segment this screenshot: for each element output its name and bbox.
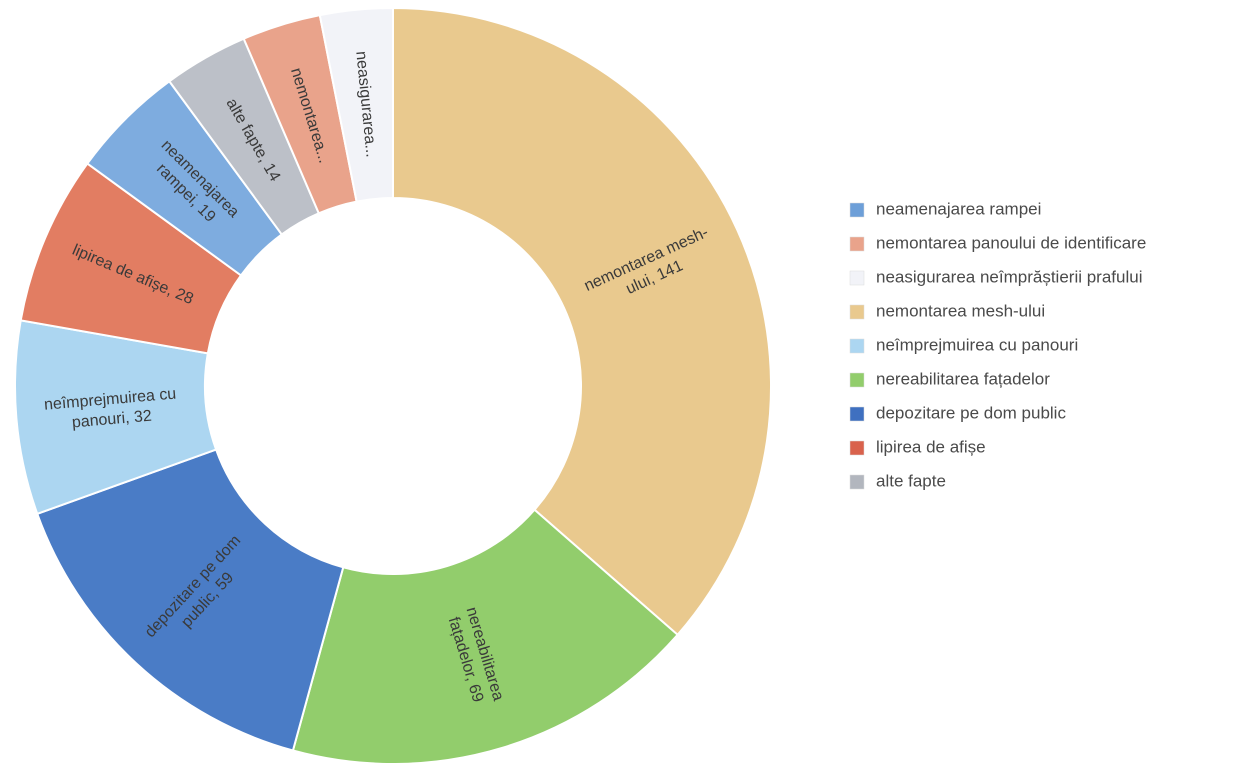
legend-label: depozitare pe dom public bbox=[876, 403, 1066, 422]
legend-label: nereabilitarea fațadelor bbox=[876, 369, 1050, 388]
donut-slice bbox=[318, 6, 394, 203]
legend-label: alte fapte bbox=[876, 471, 946, 490]
legend-swatch bbox=[849, 338, 865, 354]
data-label-line: panouri, 32 bbox=[71, 408, 152, 432]
legend-swatch bbox=[849, 236, 865, 252]
legend-label: neamenajarea rampei bbox=[876, 199, 1041, 218]
legend-swatch bbox=[849, 202, 865, 218]
donut-slice bbox=[291, 508, 679, 765]
donut-slice bbox=[392, 6, 772, 637]
legend-swatch bbox=[849, 440, 865, 456]
legend-label: neîmprejmuirea cu panouri bbox=[876, 335, 1078, 354]
legend-swatch bbox=[849, 406, 865, 422]
legend-label: neasigurarea neîmprăștierii prafului bbox=[876, 267, 1142, 286]
legend-swatch bbox=[849, 372, 865, 388]
legend-swatch bbox=[849, 304, 865, 320]
legend-label: nemontarea panoului de identificare bbox=[876, 233, 1146, 252]
donut-slice bbox=[35, 448, 345, 752]
legend-swatch bbox=[849, 474, 865, 490]
legend-label: lipirea de afișe bbox=[876, 437, 986, 456]
legend-label: nemontarea mesh-ului bbox=[876, 301, 1045, 320]
legend-swatch bbox=[849, 270, 865, 286]
